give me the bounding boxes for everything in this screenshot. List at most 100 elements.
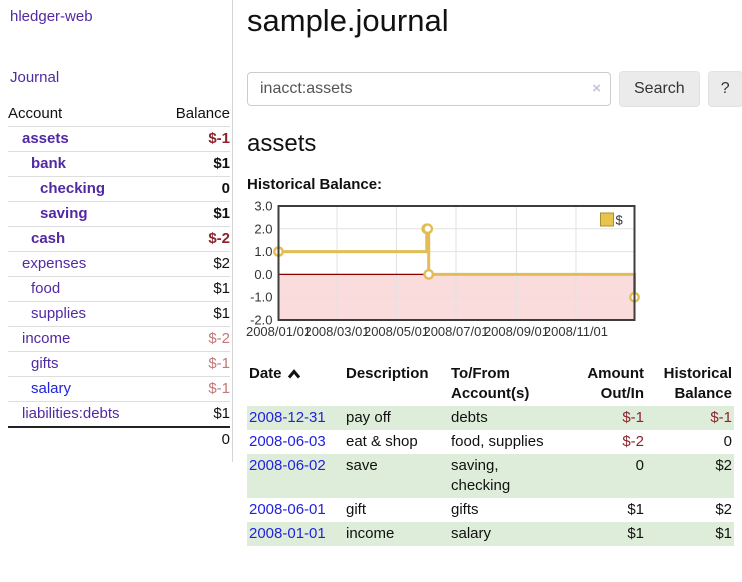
balance-column-header: Balance xyxy=(175,105,230,122)
transaction-accounts: saving, checking xyxy=(451,457,511,494)
account-row: supplies $1 xyxy=(8,302,230,327)
y-axis-tick-label: -2.0 xyxy=(250,313,272,328)
main-content: sample.journal × Search ? assets Histori… xyxy=(233,0,742,582)
transaction-amount: $-2 xyxy=(622,433,644,450)
transaction-date-cell: 2008-01-01 xyxy=(247,522,344,546)
transaction-balance: $2 xyxy=(715,501,732,518)
sidebar-account-link[interactable]: food xyxy=(31,280,61,297)
transaction-row: 2008-01-01 income salary $1 $1 xyxy=(247,522,734,546)
account-row: salary $-1 xyxy=(8,377,230,402)
sidebar-item-journal[interactable]: Journal xyxy=(10,69,60,86)
account-balance: $-1 xyxy=(208,380,230,397)
sidebar-account-link[interactable]: gifts xyxy=(31,355,59,372)
transaction-amount: $-1 xyxy=(622,409,644,426)
account-row: gifts $-1 xyxy=(8,352,230,377)
account-table-body: assets $-1 bank $1 checking 0 saving $1 cash $-2 e… xyxy=(8,127,230,453)
sidebar-account-link[interactable]: income xyxy=(22,330,71,347)
account-column-header: Account xyxy=(8,105,63,122)
transaction-amount: $1 xyxy=(627,501,644,518)
account-balance: $-2 xyxy=(208,230,230,247)
column-header-to/from-account(s): To/From Account(s) xyxy=(451,365,530,402)
transactions-header-row: Date Description To/From Account(s) Amount Ou… xyxy=(247,362,734,406)
column-header-date[interactable]: Date xyxy=(247,362,344,406)
transaction-row: 2008-06-03 eat & shop food, supplies $-2 0 xyxy=(247,430,734,454)
sidebar-account-link[interactable]: expenses xyxy=(22,255,87,272)
transaction-date-link[interactable]: 2008-12-31 xyxy=(249,409,326,426)
transaction-date-link[interactable]: 2008-06-01 xyxy=(249,501,326,518)
transaction-accounts: gifts xyxy=(451,501,479,518)
sidebar-account-table: Account Balance assets $-1 bank $1 checking 0… xyxy=(8,102,230,452)
account-row: assets $-1 xyxy=(8,127,230,152)
account-balance: 0 xyxy=(221,180,230,197)
x-axis-tick-label: 2008/05/01 xyxy=(364,324,429,339)
column-header-description: Description xyxy=(346,365,429,382)
transaction-accounts: debts xyxy=(451,409,488,426)
y-axis-tick-label: 1.0 xyxy=(254,244,272,259)
transaction-row: 2008-06-02 save saving, checking 0 $2 xyxy=(247,454,734,498)
transaction-accounts: salary xyxy=(451,525,492,542)
search-bar: × Search ? xyxy=(247,70,742,108)
chart-svg: 3.0 2.0 1.0 0.0 -1.0 -2.02008/01/012008/03/01… xyxy=(246,199,640,339)
account-total-balance: 0 xyxy=(221,431,230,448)
sidebar-account-link[interactable]: liabilities:debts xyxy=(22,405,120,422)
x-axis-tick-label: 2008/11/01 xyxy=(544,324,608,339)
transaction-description: gift xyxy=(346,501,367,518)
transaction-description: pay off xyxy=(346,409,391,426)
chart-heading: Historical Balance: xyxy=(247,176,383,193)
x-axis-tick-label: 2008/01/01 xyxy=(246,324,311,339)
page-title: sample.journal xyxy=(247,3,449,38)
clear-search-icon[interactable]: × xyxy=(592,80,601,97)
transaction-date-link[interactable]: 2008-06-02 xyxy=(249,457,326,474)
x-axis-tick-label: 2008/03/01 xyxy=(304,324,369,339)
account-row: income $-2 xyxy=(8,327,230,352)
transaction-date-cell: 2008-12-31 xyxy=(247,406,344,430)
account-total-row: 0 xyxy=(8,427,230,452)
account-table-header: Account Balance xyxy=(8,102,230,127)
transaction-date-link[interactable]: 2008-01-01 xyxy=(249,525,326,542)
account-balance: $-2 xyxy=(208,330,230,347)
transaction-amount: 0 xyxy=(635,457,644,474)
help-button[interactable]: ? xyxy=(707,71,742,107)
account-row: food $1 xyxy=(8,277,230,302)
legend-swatch xyxy=(600,212,614,227)
account-balance: $1 xyxy=(213,305,230,322)
sidebar: hledger-web Journal Account Balance asse… xyxy=(0,0,233,582)
y-axis-tick-label: 3.0 xyxy=(254,199,272,214)
search-input[interactable] xyxy=(247,72,611,106)
transaction-description: income xyxy=(346,525,395,542)
account-balance: $1 xyxy=(213,280,230,297)
sidebar-account-link[interactable]: checking xyxy=(40,180,106,197)
transaction-date-cell: 2008-06-02 xyxy=(247,454,344,498)
sidebar-account-link[interactable]: cash xyxy=(31,230,66,247)
transaction-row: 2008-12-31 pay off debts $-1 $-1 xyxy=(247,406,734,430)
search-button[interactable]: Search xyxy=(619,71,700,107)
sidebar-account-link[interactable]: assets xyxy=(22,130,69,147)
data-point-marker xyxy=(422,223,434,235)
y-axis-tick-label: -1.0 xyxy=(250,290,272,305)
x-axis-tick-label: 2008/09/01 xyxy=(484,324,549,339)
sidebar-account-link[interactable]: supplies xyxy=(31,305,87,322)
data-point-marker xyxy=(423,269,435,280)
account-balance: $-1 xyxy=(208,355,230,372)
transaction-balance: $2 xyxy=(715,457,732,474)
account-page-title: assets xyxy=(247,130,317,157)
account-balance: $-1 xyxy=(208,130,230,147)
account-row: saving $1 xyxy=(8,202,230,227)
transaction-date-link[interactable]: 2008-06-03 xyxy=(249,433,326,450)
sidebar-account-link[interactable]: saving xyxy=(40,205,88,222)
sort-ascending-icon xyxy=(287,369,300,379)
sidebar-account-link[interactable]: bank xyxy=(31,155,67,172)
account-balance: $1 xyxy=(213,155,230,172)
sidebar-account-link[interactable]: salary xyxy=(31,380,72,397)
x-axis-tick-label: 2008/07/01 xyxy=(423,324,488,339)
account-balance: $2 xyxy=(213,255,230,272)
transaction-balance: $-1 xyxy=(710,409,732,426)
account-row: checking 0 xyxy=(8,177,230,202)
account-row: cash $-2 xyxy=(8,227,230,252)
historical-balance-chart: 3.0 2.0 1.0 0.0 -1.0 -2.0 2008/01/01 2008/03/01… xyxy=(246,199,640,340)
column-header-historical-balance: Historical Balance xyxy=(663,365,732,402)
account-balance: $1 xyxy=(213,205,230,222)
transaction-row: 2008-06-01 gift gifts $1 $2 xyxy=(247,498,734,522)
transaction-balance: 0 xyxy=(723,433,732,450)
app-brand-link[interactable]: hledger-web xyxy=(10,8,93,25)
